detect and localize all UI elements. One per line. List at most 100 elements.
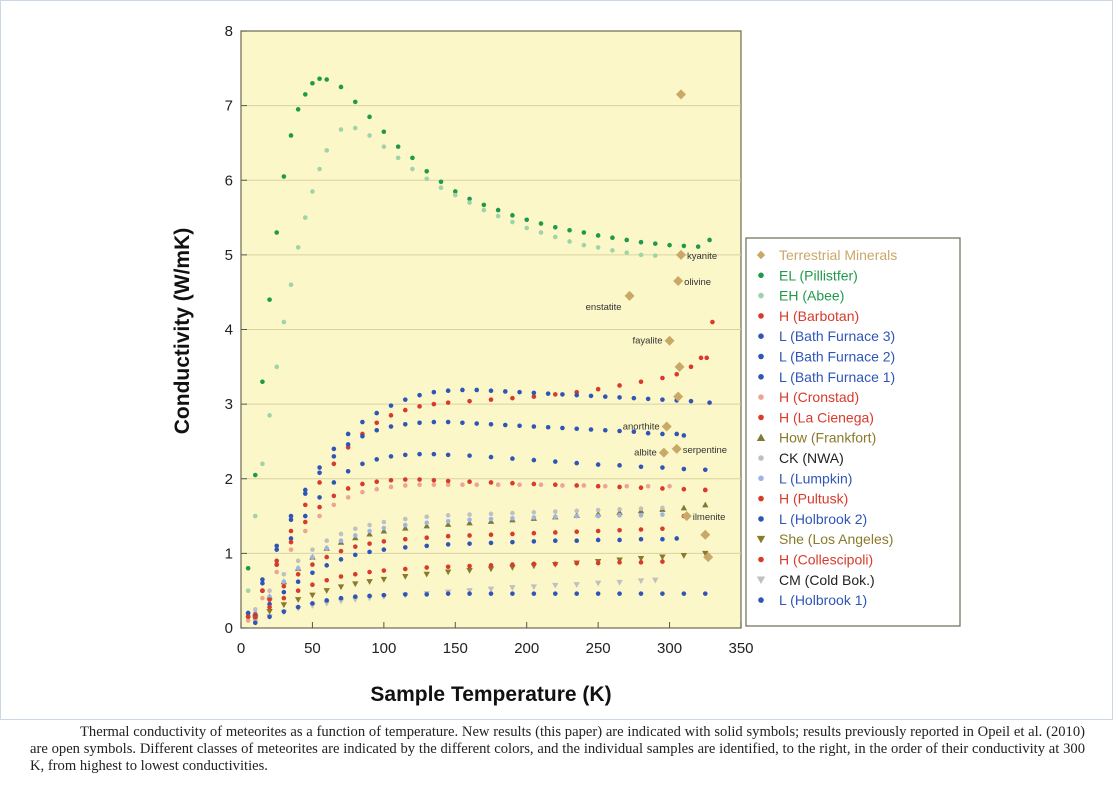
legend-label: EL (Pillistfer) bbox=[779, 267, 858, 283]
data-point bbox=[424, 514, 430, 520]
series-h-la-cienega bbox=[245, 477, 708, 620]
legend-label: Terrestrial Minerals bbox=[779, 247, 897, 263]
data-point bbox=[645, 483, 651, 489]
data-point bbox=[366, 530, 373, 537]
legend-item: She (Los Angeles) bbox=[756, 531, 893, 547]
data-point bbox=[310, 189, 315, 194]
data-point bbox=[288, 517, 294, 523]
data-point bbox=[617, 463, 622, 468]
data-point bbox=[338, 127, 344, 132]
data-point bbox=[402, 421, 408, 427]
data-point bbox=[294, 597, 302, 603]
data-point bbox=[595, 386, 601, 392]
data-point bbox=[402, 477, 408, 482]
data-point bbox=[367, 528, 372, 534]
data-point bbox=[274, 562, 280, 567]
data-point bbox=[345, 468, 351, 474]
legend-label: H (La Cienega) bbox=[779, 409, 874, 425]
data-point bbox=[460, 482, 465, 488]
data-point bbox=[538, 221, 544, 226]
series-h-cronstad bbox=[245, 482, 672, 623]
data-point bbox=[266, 609, 273, 615]
data-point bbox=[280, 602, 288, 609]
legend-marker bbox=[758, 353, 764, 360]
mineral-label: fayalite bbox=[632, 336, 662, 347]
data-point bbox=[338, 574, 344, 579]
legend-label: L (Holbrook 2) bbox=[779, 511, 867, 527]
data-point bbox=[660, 431, 665, 437]
data-point bbox=[509, 564, 516, 571]
data-point bbox=[417, 392, 422, 398]
data-point bbox=[352, 571, 358, 577]
data-point bbox=[410, 155, 415, 161]
data-point bbox=[352, 594, 358, 599]
data-point bbox=[374, 479, 380, 485]
data-point bbox=[638, 464, 644, 470]
data-point bbox=[680, 553, 688, 559]
data-point bbox=[445, 452, 451, 458]
data-point bbox=[667, 242, 672, 248]
data-point bbox=[594, 580, 602, 587]
legend-marker bbox=[758, 292, 764, 299]
data-point bbox=[323, 600, 330, 607]
data-point bbox=[538, 230, 544, 235]
data-point bbox=[488, 532, 494, 538]
mineral-point bbox=[624, 290, 635, 301]
data-point bbox=[495, 207, 501, 213]
data-point bbox=[488, 480, 494, 485]
data-point bbox=[702, 501, 709, 508]
data-point bbox=[488, 397, 494, 402]
data-point bbox=[552, 538, 558, 543]
data-point bbox=[517, 482, 522, 488]
data-point bbox=[487, 566, 495, 573]
data-point bbox=[310, 554, 315, 560]
data-point bbox=[444, 521, 452, 527]
data-point bbox=[445, 591, 451, 596]
data-point bbox=[531, 510, 537, 515]
data-point bbox=[317, 470, 322, 476]
legend-label: H (Collescipoli) bbox=[779, 552, 873, 568]
data-point bbox=[624, 237, 630, 243]
data-point bbox=[438, 179, 444, 185]
data-point bbox=[302, 502, 308, 508]
data-point bbox=[402, 483, 408, 488]
data-point bbox=[388, 454, 394, 459]
data-point bbox=[374, 486, 380, 492]
data-point bbox=[466, 519, 473, 526]
data-point bbox=[638, 527, 644, 532]
data-point bbox=[660, 526, 665, 532]
data-point bbox=[310, 562, 315, 567]
data-point bbox=[445, 513, 451, 518]
data-point bbox=[374, 420, 380, 426]
data-point bbox=[424, 176, 430, 182]
data-point bbox=[352, 99, 358, 105]
data-point bbox=[288, 282, 294, 288]
data-point bbox=[402, 407, 408, 413]
data-point bbox=[574, 538, 580, 543]
legend-marker bbox=[758, 475, 764, 482]
data-point bbox=[374, 457, 380, 462]
data-point bbox=[645, 430, 651, 436]
data-point bbox=[445, 478, 451, 484]
series-h-barbotan bbox=[245, 319, 715, 620]
data-point bbox=[388, 477, 394, 483]
data-point bbox=[467, 453, 472, 458]
data-point bbox=[302, 491, 308, 496]
data-point bbox=[652, 253, 658, 258]
data-point bbox=[245, 588, 251, 593]
data-point bbox=[552, 482, 558, 488]
data-point bbox=[331, 493, 337, 499]
data-point bbox=[452, 189, 458, 194]
x-tick-label: 0 bbox=[237, 640, 245, 657]
data-point bbox=[274, 558, 280, 564]
legend-item: L (Holbrook 1) bbox=[758, 592, 867, 608]
data-point bbox=[381, 144, 387, 149]
data-point bbox=[288, 133, 294, 138]
data-point bbox=[352, 544, 358, 549]
legend-label: H (Cronstad) bbox=[779, 389, 859, 405]
data-point bbox=[602, 394, 608, 399]
data-point bbox=[488, 511, 494, 517]
y-tick-label: 5 bbox=[225, 247, 233, 264]
data-point bbox=[631, 395, 637, 401]
terrestrial-mineral-points: kyanite olivine enstatite fayalite anorthite… bbox=[586, 89, 727, 563]
